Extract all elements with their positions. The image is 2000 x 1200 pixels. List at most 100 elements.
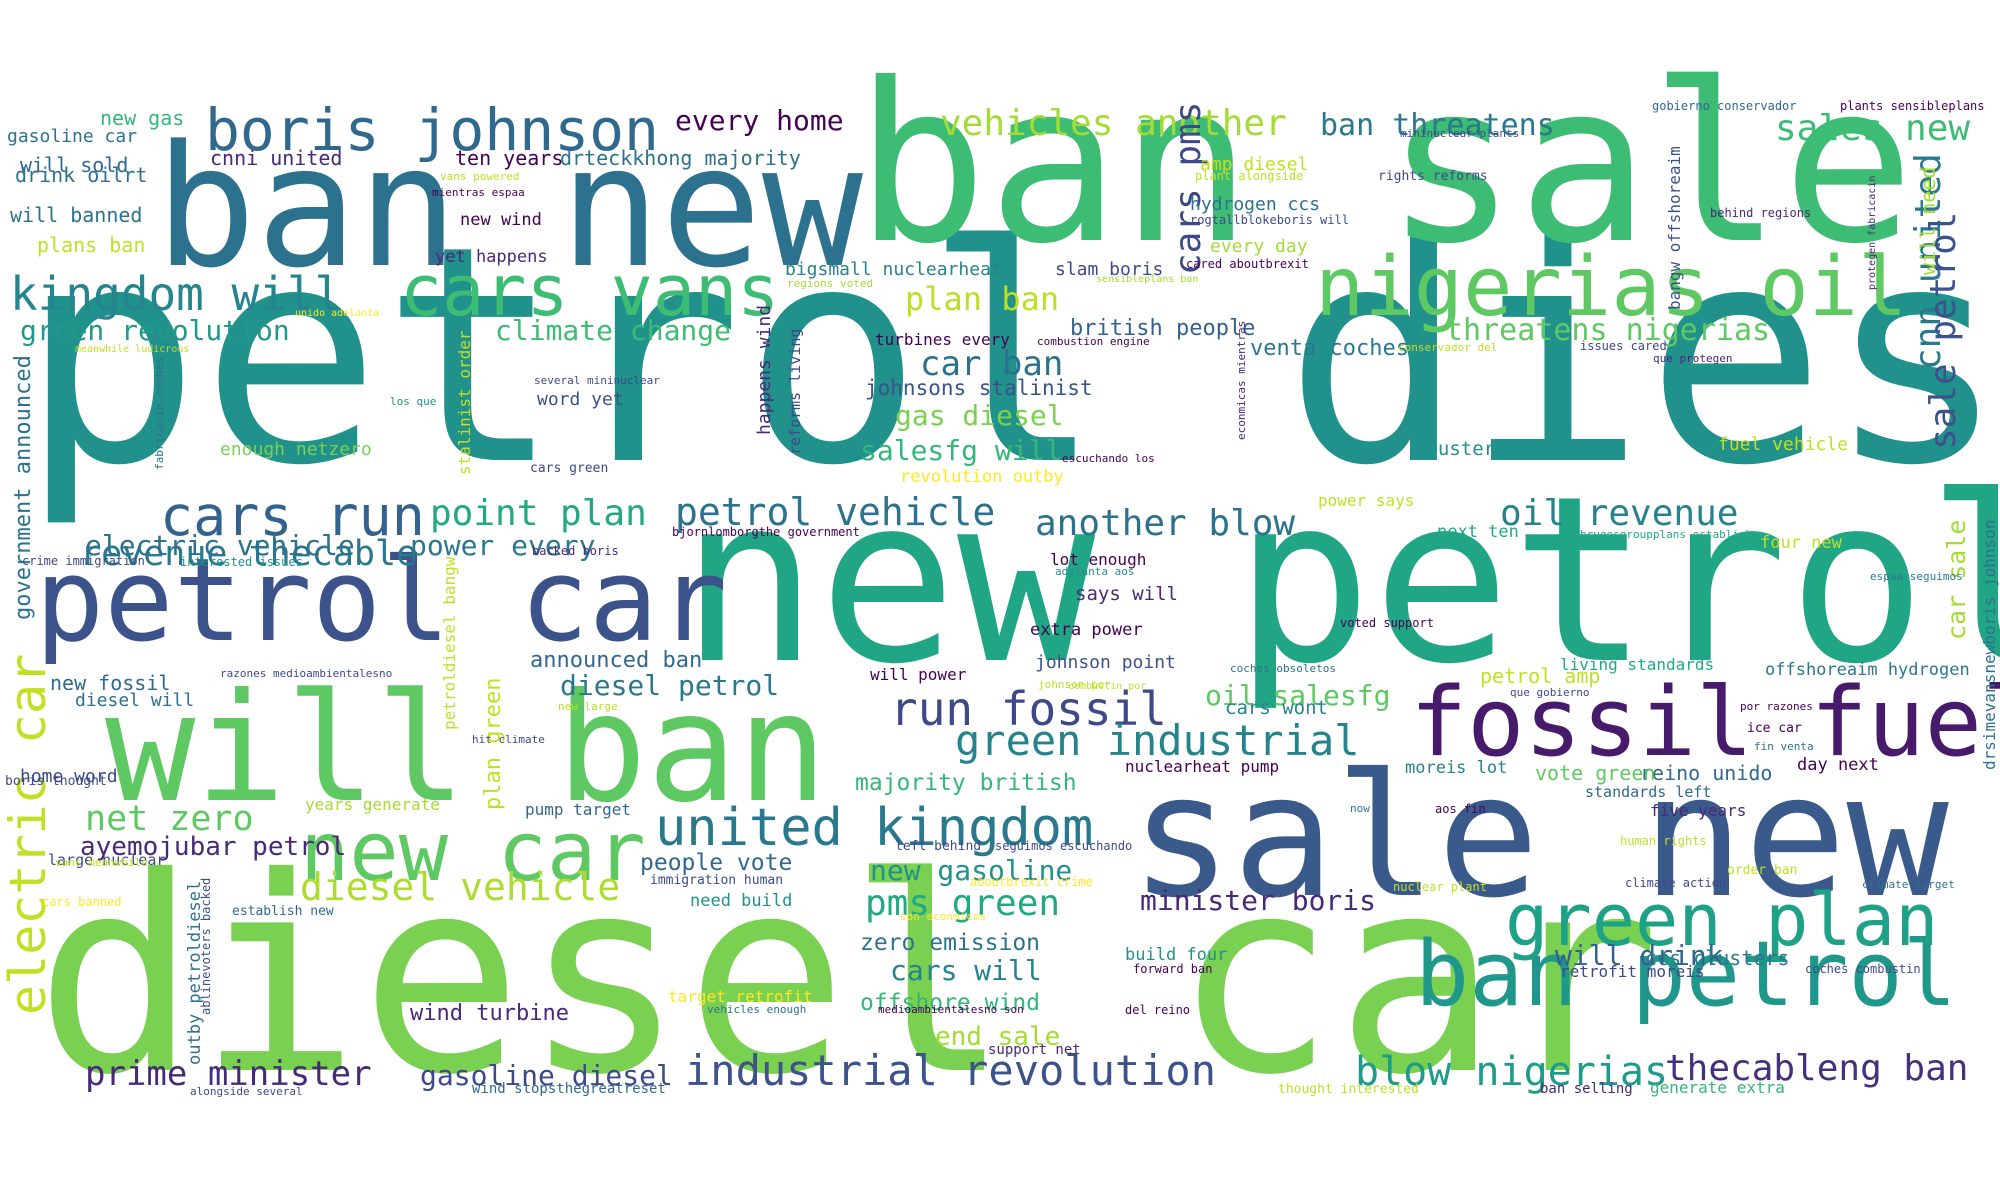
word-55: gasoline diesel (420, 1059, 673, 1092)
word-133: wind stopsthegreatreset (472, 1081, 666, 1097)
word-155: cared aboutbrexit (1186, 257, 1309, 271)
word-137: alongside several (190, 1085, 303, 1098)
word-26: revenue thecable (80, 534, 417, 574)
word-32: cnn united (1908, 153, 1949, 370)
word-34: prime minister (85, 1054, 372, 1094)
word-48: green revolution (20, 314, 290, 347)
word-29: oil revenue (1500, 493, 1738, 534)
word-134: thought interested (1278, 1082, 1419, 1097)
word-124: petroldiesel bangw (440, 556, 459, 730)
word-142: establish new (232, 904, 334, 919)
word-193: nuclear plant (1393, 880, 1487, 894)
word-194: son econmicas (900, 910, 986, 923)
word-5: sale new (1130, 738, 1949, 936)
word-114: next ten (1437, 522, 1519, 542)
word-177: voted support (1340, 616, 1434, 630)
word-67: announced ban (530, 648, 702, 673)
word-140: immigration human (650, 873, 783, 888)
word-104: offshoreaim hydrogen (1765, 660, 1970, 680)
word-19: run fossil (890, 682, 1167, 736)
word-143: cars banned (42, 895, 121, 909)
word-138: left behind (895, 839, 981, 854)
word-190: order ban (1727, 863, 1797, 878)
word-167: fabricacin coches (153, 357, 166, 470)
word-153: protegen fabricacin (1867, 176, 1878, 290)
word-139: seguimos escuchando (995, 839, 1132, 853)
word-154: rogtallblokeboris will (1190, 213, 1349, 227)
word-39: car ban (920, 344, 1063, 384)
word-75: drteckkhong majority (560, 146, 801, 170)
word-184: por razones (1740, 700, 1813, 713)
word-8: fossil fuel (1410, 668, 2000, 778)
word-88: slam boris (1055, 259, 1163, 280)
word-168: cars green (530, 461, 608, 476)
word-96: revolution outby (900, 467, 1064, 487)
word-60: offshore wind (860, 990, 1040, 1016)
word-93: home word (20, 766, 118, 787)
word-187: now (1350, 802, 1370, 815)
word-122: reforms living (786, 329, 804, 455)
word-54: will drink (1555, 939, 1724, 972)
word-162: combustion engine (1037, 335, 1150, 348)
word-150: gobierno conservador (1652, 99, 1797, 113)
word-116: build four (1125, 945, 1227, 965)
word-38: plan ban (905, 280, 1059, 318)
word-182: coches obsoletos (1230, 662, 1336, 675)
word-52: minister boris (1140, 884, 1376, 917)
word-113: power says (1318, 491, 1414, 510)
word-135: ban selling (1540, 1081, 1633, 1097)
word-10: nigerias oil (1315, 240, 1907, 335)
word-118: retrofit moreis (1560, 962, 1705, 981)
word-180: new large (558, 700, 618, 713)
word-64: venta coches (1250, 336, 1409, 361)
word-120: living standards (1560, 655, 1714, 674)
word-62: british people (1070, 316, 1255, 341)
word-0: petrol diesel (20, 182, 2000, 531)
word-83: new wind (460, 210, 542, 230)
word-30: vehicles another (940, 103, 1287, 144)
word-196: coches combustin (1805, 962, 1921, 976)
word-2: new petrol (680, 448, 2000, 715)
word-90: turbines every (875, 330, 1010, 349)
word-198: medioambientalesno son (878, 1003, 1024, 1016)
word-89: bigsmall nuclearheat (785, 259, 1002, 280)
word-195: forward ban (1133, 962, 1212, 976)
word-18: electric car (0, 654, 57, 1015)
word-95: word yet (537, 389, 624, 410)
word-78: will banned (10, 203, 142, 227)
word-13: boris johnson (205, 96, 659, 164)
word-51: cars will (890, 954, 1042, 987)
word-42: every home (675, 104, 844, 137)
word-169: escuchando los (1062, 452, 1155, 465)
word-181: johnson por (1038, 678, 1111, 691)
word-107: day next (1797, 755, 1879, 775)
word-81: plans ban (37, 233, 145, 257)
word-21: industrial revolution (685, 1046, 1216, 1095)
word-15: united kingdom (655, 798, 1093, 858)
word-36: net zero (85, 799, 254, 839)
word-41: ban threatens (1320, 108, 1555, 143)
word-171: interested issues (180, 555, 303, 569)
word-49: diesel petrol (560, 669, 779, 702)
word-77: will sold (20, 153, 128, 177)
word-56: ayemojubar petrol (80, 832, 346, 862)
word-1: diesel car (35, 819, 1661, 1134)
word-183: que gobierno (1510, 686, 1589, 699)
word-173: bjornlomborgthe government (672, 525, 860, 539)
word-117: need build (690, 891, 792, 911)
word-45: gas diesel (895, 399, 1064, 432)
word-105: nuclearheat pump (1125, 757, 1279, 776)
word-110: years generate (305, 795, 440, 814)
word-188: aos fin (1435, 802, 1486, 816)
word-24: thecableng ban (1665, 1048, 1968, 1089)
word-121: happens wind (754, 305, 775, 435)
word-129: large nuclear (48, 851, 165, 869)
word-4: ban new (155, 109, 864, 305)
word-131: target retrofit (668, 987, 813, 1006)
word-160: los que (390, 395, 436, 408)
word-73: will need (1916, 167, 1940, 275)
word-53: oil salesfg (1205, 679, 1390, 712)
word-189: human rights (1620, 834, 1707, 848)
word-12: green plan (1505, 878, 1938, 962)
